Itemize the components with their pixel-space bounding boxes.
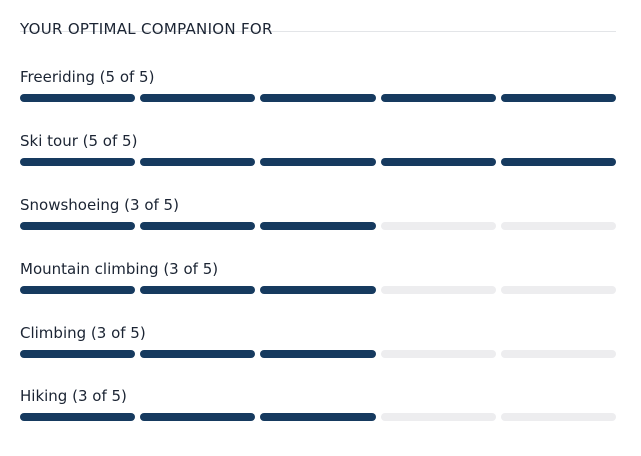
rating-row-hiking: Hiking (3 of 5) [20,386,617,421]
rating-label-climbing: Climbing (3 of 5) [20,324,146,342]
rating-segment-empty [380,350,496,358]
rating-row-snowshoeing: Snowshoeing (3 of 5) [20,195,617,230]
rating-segment-filled [140,158,256,166]
rating-segment-filled [380,158,496,166]
rating-row-ski-tour: Ski tour (5 of 5) [20,131,617,166]
rating-segment-filled [20,94,136,102]
rating-label-snowshoeing: Snowshoeing (3 of 5) [20,196,179,214]
rating-bar-snowshoeing [20,222,617,230]
rating-segment-filled [260,350,376,358]
rating-label-mountain-climbing: Mountain climbing (3 of 5) [20,260,219,278]
rating-segment-filled [500,158,617,166]
rating-label-freeriding: Freeriding (5 of 5) [20,68,155,86]
rating-segment-filled [140,413,256,421]
rating-segment-filled [20,222,136,230]
rating-segment-filled [260,94,376,102]
rating-bar-mountain-climbing [20,286,617,294]
rating-bar-hiking [20,413,617,421]
rating-label-ski-tour: Ski tour (5 of 5) [20,132,138,150]
rating-segment-filled [140,286,256,294]
rating-row-mountain-climbing: Mountain climbing (3 of 5) [20,259,617,294]
rating-row-freeriding: Freeriding (5 of 5) [20,67,617,102]
rating-segment-filled [20,413,136,421]
rating-segment-empty [380,413,496,421]
rating-segment-empty [500,350,617,358]
heading-divider [20,31,616,32]
rating-segment-filled [380,94,496,102]
rating-segment-empty [380,286,496,294]
rating-bar-climbing [20,350,617,358]
section-heading: YOUR OPTIMAL COMPANION FOR [20,20,273,38]
rating-bar-freeriding [20,94,617,102]
rating-segment-empty [380,222,496,230]
rating-segment-filled [20,158,136,166]
rating-segment-filled [20,350,136,358]
rating-segment-empty [500,413,617,421]
rating-label-hiking: Hiking (3 of 5) [20,387,127,405]
rating-row-climbing: Climbing (3 of 5) [20,323,617,358]
rating-segment-filled [140,350,256,358]
rating-bar-ski-tour [20,158,617,166]
rating-segment-filled [260,413,376,421]
rating-segment-filled [20,286,136,294]
rating-segment-filled [500,94,617,102]
rating-segment-empty [500,286,617,294]
rating-segment-filled [140,94,256,102]
rating-segment-filled [260,222,376,230]
rating-segment-filled [260,286,376,294]
rating-segment-filled [140,222,256,230]
rating-segment-filled [260,158,376,166]
rating-segment-empty [500,222,617,230]
